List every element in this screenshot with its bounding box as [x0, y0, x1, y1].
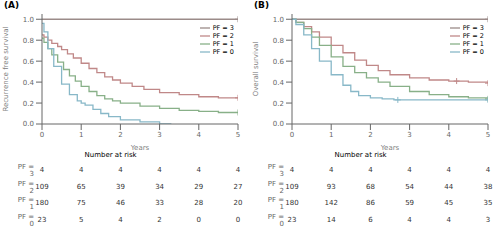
html-text:PF = 2: PF = 2: [462, 32, 484, 40]
svg-text:4: 4: [290, 166, 295, 174]
svg-text:20: 20: [234, 199, 243, 207]
svg-text:0: 0: [290, 131, 294, 139]
svg-text:Overall survival: Overall survival: [252, 42, 260, 97]
html-text:PF = 1: PF = 1: [462, 40, 484, 48]
svg-text:46: 46: [116, 199, 125, 207]
html-text:Number at risk: Number at risk: [334, 151, 387, 159]
svg-text:PF =2: PF =2: [18, 180, 34, 195]
svg-text:75: 75: [77, 199, 86, 207]
svg-text:0.6: 0.6: [273, 58, 285, 66]
svg-text:23: 23: [38, 216, 47, 224]
svg-text:0.4: 0.4: [23, 79, 35, 87]
svg-text:4: 4: [447, 216, 452, 224]
svg-text:2: 2: [157, 216, 161, 224]
svg-text:27: 27: [234, 183, 243, 191]
html-text:PF = 0: PF = 0: [212, 48, 234, 56]
svg-text:0.0: 0.0: [23, 120, 34, 128]
svg-text:5: 5: [486, 131, 490, 139]
svg-text:Years: Years: [130, 144, 150, 150]
svg-text:6: 6: [368, 216, 373, 224]
svg-text:4: 4: [329, 166, 334, 174]
svg-text:0.2: 0.2: [273, 100, 284, 108]
svg-text:93: 93: [327, 183, 336, 191]
html-text:PF = 3: PF = 3: [462, 24, 484, 32]
svg-text:4: 4: [40, 166, 45, 174]
svg-text:4: 4: [368, 166, 373, 174]
svg-text:0: 0: [236, 216, 240, 224]
svg-text:Recurrence free survival: Recurrence free survival: [8, 26, 10, 111]
svg-text:PF =2: PF =2: [268, 180, 284, 195]
html-text:(A): (A): [4, 0, 20, 10]
svg-text:4: 4: [407, 216, 412, 224]
svg-text:39: 39: [116, 183, 125, 191]
svg-text:109: 109: [35, 183, 48, 191]
svg-text:45: 45: [444, 199, 453, 207]
svg-text:PF =1: PF =1: [18, 196, 34, 211]
svg-text:33: 33: [155, 199, 164, 207]
svg-text:PF =3: PF =3: [268, 163, 284, 178]
svg-text:0.6: 0.6: [23, 58, 35, 66]
svg-text:3: 3: [157, 131, 161, 139]
svg-text:0.4: 0.4: [273, 79, 285, 87]
svg-text:4: 4: [79, 166, 84, 174]
html-text:(B): (B): [254, 0, 270, 10]
svg-text:1.0: 1.0: [23, 16, 34, 24]
svg-text:0.8: 0.8: [23, 37, 34, 45]
svg-text:3: 3: [407, 131, 411, 139]
svg-text:142: 142: [325, 199, 338, 207]
svg-text:1.0: 1.0: [273, 16, 284, 24]
html-text:PF = 1: PF = 1: [212, 40, 234, 48]
svg-text:Years: Years: [380, 144, 400, 150]
svg-text:0: 0: [197, 216, 201, 224]
svg-text:4: 4: [197, 166, 202, 174]
svg-text:59: 59: [405, 199, 414, 207]
svg-text:65: 65: [77, 183, 86, 191]
svg-text:4: 4: [157, 166, 162, 174]
svg-text:109: 109: [285, 183, 298, 191]
svg-text:4: 4: [447, 131, 452, 139]
svg-text:4: 4: [486, 166, 491, 174]
svg-text:PF =3: PF =3: [18, 163, 34, 178]
svg-text:4: 4: [118, 166, 123, 174]
svg-text:28: 28: [194, 199, 203, 207]
svg-text:4: 4: [407, 166, 412, 174]
svg-text:4: 4: [118, 216, 123, 224]
html-text:PF = 3: PF = 3: [212, 24, 234, 32]
svg-text:14: 14: [327, 216, 336, 224]
html-text:Number at risk: Number at risk: [84, 151, 137, 159]
svg-text:5: 5: [236, 131, 240, 139]
html-text:PF = 2: PF = 2: [212, 32, 234, 40]
svg-text:0.2: 0.2: [23, 100, 34, 108]
svg-text:29: 29: [194, 183, 203, 191]
svg-text:2: 2: [118, 131, 122, 139]
svg-text:4: 4: [197, 131, 202, 139]
svg-text:4: 4: [447, 166, 452, 174]
svg-text:5: 5: [79, 216, 83, 224]
svg-text:PF =0: PF =0: [18, 213, 34, 228]
svg-text:34: 34: [155, 183, 164, 191]
svg-text:1: 1: [329, 131, 333, 139]
svg-text:54: 54: [405, 183, 414, 191]
svg-text:68: 68: [366, 183, 375, 191]
html-text:PF = 0: PF = 0: [462, 48, 484, 56]
svg-text:PF =1: PF =1: [268, 196, 284, 211]
svg-text:23: 23: [288, 216, 297, 224]
svg-text:0.8: 0.8: [273, 37, 284, 45]
svg-text:0: 0: [40, 131, 44, 139]
svg-text:4: 4: [236, 166, 241, 174]
svg-text:1: 1: [79, 131, 83, 139]
svg-text:180: 180: [285, 199, 298, 207]
svg-text:86: 86: [366, 199, 375, 207]
svg-text:180: 180: [35, 199, 48, 207]
svg-text:44: 44: [444, 183, 453, 191]
svg-text:35: 35: [484, 199, 492, 207]
svg-text:0.0: 0.0: [273, 120, 284, 128]
svg-text:PF =0: PF =0: [268, 213, 284, 228]
svg-text:38: 38: [484, 183, 492, 191]
svg-text:3: 3: [486, 216, 490, 224]
svg-text:2: 2: [368, 131, 372, 139]
